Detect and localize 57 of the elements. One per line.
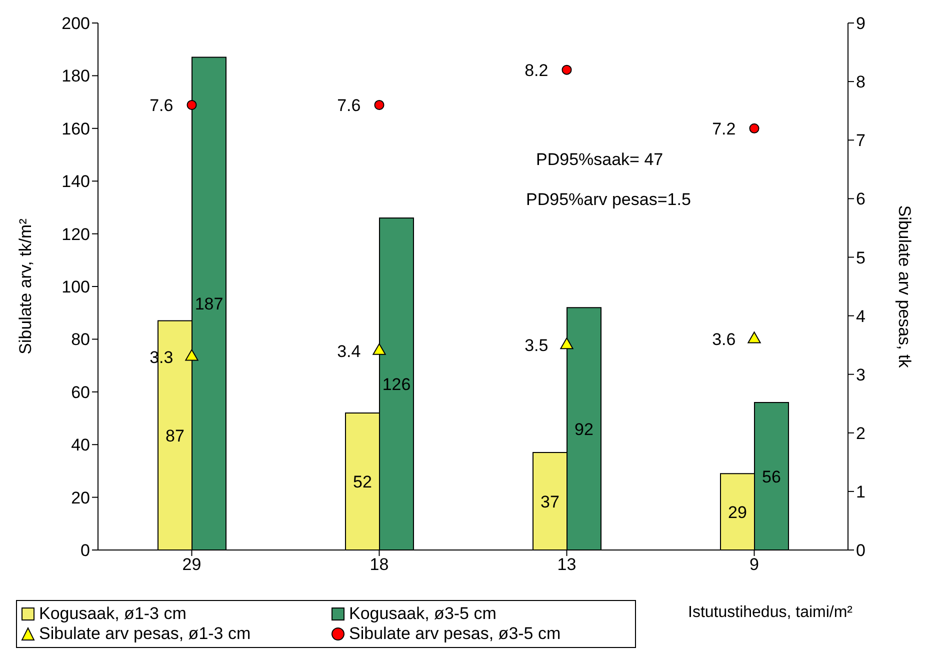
- annotation: PD95%arv pesas=1.5: [526, 190, 691, 210]
- y2-tick-label: 0: [856, 541, 866, 560]
- data-label: 56: [762, 467, 781, 486]
- y-tick-label: 80: [71, 330, 90, 350]
- legend-label: Sibulate arv pesas, ø1-3 cm: [39, 624, 251, 644]
- data-label: 7.2: [712, 119, 736, 138]
- y2-tick-label: 3: [856, 365, 866, 384]
- data-label: 126: [382, 375, 411, 394]
- y-tick-label: 60: [71, 382, 90, 402]
- y-tick-label: 40: [71, 436, 90, 455]
- point: [749, 123, 760, 134]
- data-label: 37: [540, 492, 560, 512]
- point: [372, 343, 386, 355]
- y2-tick-label: 6: [856, 190, 866, 209]
- point: [185, 349, 198, 361]
- point: [186, 100, 197, 110]
- data-label: 3.6: [712, 330, 736, 350]
- y2-tick-label: 9: [856, 14, 866, 34]
- data-label: 7.6: [337, 96, 361, 116]
- y2-tick-label: 5: [856, 248, 866, 268]
- y2-tick-label: 7: [856, 131, 866, 150]
- y-tick-label: 140: [62, 172, 90, 192]
- data-label: 8.2: [524, 60, 548, 80]
- point: [560, 338, 574, 350]
- data-label: 29: [728, 502, 747, 522]
- point: [374, 100, 384, 110]
- y-tick-label: 0: [80, 541, 90, 560]
- y-tick-label: 180: [62, 66, 90, 86]
- x-tick-label: 9: [750, 555, 759, 574]
- y2-tick-label: 4: [856, 306, 866, 326]
- annotation: PD95%saak= 47: [536, 150, 664, 170]
- y-tick-label: 160: [62, 119, 90, 138]
- legend-label: Kogusaak, ø3-5 cm: [349, 604, 496, 624]
- x-tick-label: 18: [370, 555, 389, 574]
- y2-tick-label: 2: [856, 424, 866, 443]
- y2-axis-title: Sibulate arv pesas, tk: [894, 205, 914, 368]
- x-axis-title: Istutustihedus, taimi/m²: [688, 604, 852, 622]
- data-label: 52: [353, 472, 372, 492]
- data-label: 3.4: [337, 342, 361, 361]
- y2-tick-label: 1: [856, 482, 866, 502]
- data-label: 7.6: [150, 96, 174, 116]
- y-tick-label: 20: [71, 488, 90, 508]
- y-axis-title: Sibulate arv, tk/m²: [16, 218, 36, 354]
- data-label: 92: [574, 420, 594, 439]
- legend-label: Kogusaak, ø1-3 cm: [39, 604, 186, 624]
- y2-tick-label: 8: [856, 72, 866, 92]
- x-tick-label: 29: [182, 555, 202, 574]
- point: [748, 332, 761, 344]
- legend-label: Sibulate arv pesas, ø3-5 cm: [349, 624, 561, 644]
- y-tick-label: 100: [62, 278, 90, 297]
- y-tick-label: 200: [62, 14, 90, 34]
- data-label: 87: [166, 426, 184, 446]
- point: [562, 64, 572, 75]
- data-label: 3.5: [524, 336, 548, 356]
- y-tick-label: 120: [62, 224, 90, 244]
- x-tick-label: 13: [557, 555, 576, 574]
- data-label: 187: [194, 294, 224, 314]
